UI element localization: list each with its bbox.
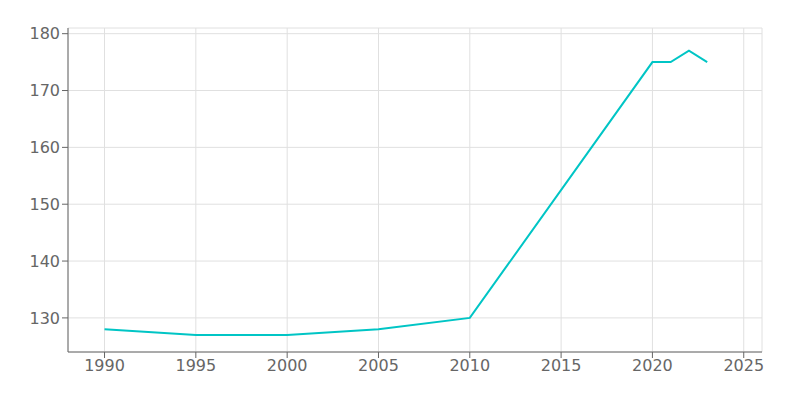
- svg-text:160: 160: [29, 138, 60, 157]
- svg-text:170: 170: [29, 81, 60, 100]
- svg-text:180: 180: [29, 24, 60, 43]
- svg-text:2025: 2025: [723, 356, 764, 375]
- svg-text:2005: 2005: [358, 356, 399, 375]
- svg-text:150: 150: [29, 195, 60, 214]
- svg-text:1990: 1990: [84, 356, 125, 375]
- svg-text:130: 130: [29, 309, 60, 328]
- svg-text:140: 140: [29, 252, 60, 271]
- svg-text:1995: 1995: [175, 356, 216, 375]
- svg-text:2000: 2000: [267, 356, 308, 375]
- svg-text:2020: 2020: [632, 356, 673, 375]
- svg-text:2010: 2010: [449, 356, 490, 375]
- svg-text:2015: 2015: [541, 356, 582, 375]
